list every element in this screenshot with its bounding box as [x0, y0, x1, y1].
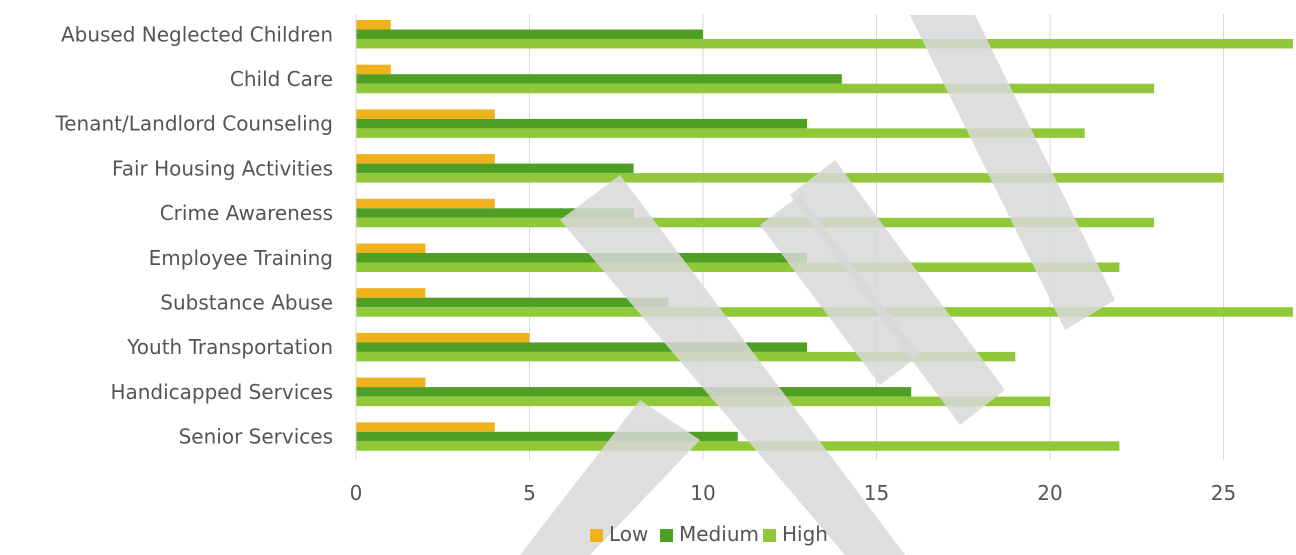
- bar-high-child-care: [356, 83, 1155, 94]
- legend-item-medium: Medium: [660, 522, 759, 546]
- bar-low-substance-abuse: [356, 288, 426, 298]
- category-label-youth-transportation: Youth Transportation: [126, 335, 333, 359]
- legend: Low Medium High: [590, 522, 828, 546]
- bar-medium-child-care: [356, 74, 842, 84]
- watermark-stroke: [560, 175, 905, 555]
- category-label-senior-services: Senior Services: [179, 425, 333, 449]
- watermark-stroke: [760, 195, 920, 385]
- bar-medium-substance-abuse: [356, 297, 669, 308]
- bar-medium-tenant-landlord-counseling: [356, 118, 808, 129]
- bar-medium-handicapped-services: [356, 387, 912, 397]
- bar-high-tenant-landlord-counseling: [356, 128, 1085, 138]
- bar-low-handicapped-services: [356, 377, 426, 388]
- bar-low-tenant-landlord-counseling: [356, 109, 495, 119]
- legend-item-high: High: [763, 522, 828, 546]
- bar-low-fair-housing-activities: [356, 154, 495, 164]
- bar-low-crime-awareness: [356, 198, 495, 209]
- watermark-stroke: [790, 160, 1005, 425]
- legend-swatch-low: [590, 529, 603, 542]
- bar-medium-senior-services: [356, 431, 738, 442]
- bar-medium-fair-housing-activities: [356, 163, 634, 174]
- bar-high-fair-housing-activities: [356, 173, 1224, 183]
- watermark-stroke: [520, 400, 700, 555]
- bar-low-abused-neglected-children: [356, 20, 391, 30]
- draft-watermark: [520, 15, 1115, 555]
- category-label-employee-training: Employee Training: [149, 246, 333, 270]
- category-label-abused-neglected-children: Abused Neglected Children: [61, 22, 333, 46]
- bar-medium-youth-transportation: [356, 342, 808, 352]
- category-labels: Abused Neglected Children Child Care Tenan…: [54, 22, 333, 448]
- bar-high-employee-training: [356, 262, 1120, 272]
- x-tick-label: 15: [864, 481, 889, 505]
- x-tick-label: 25: [1211, 481, 1236, 505]
- legend-label-medium: Medium: [679, 522, 759, 546]
- category-label-handicapped-services: Handicapped Services: [110, 380, 333, 404]
- x-tick-labels: 0 5 10 15 20 25: [350, 481, 1237, 505]
- x-tick-label: 10: [690, 481, 715, 505]
- watermark-stroke: [910, 15, 1115, 330]
- legend-swatch-medium: [660, 529, 673, 542]
- category-label-crime-awareness: Crime Awareness: [160, 201, 333, 225]
- legend-label-low: Low: [609, 522, 648, 546]
- category-label-tenant-landlord-counseling: Tenant/Landlord Counseling: [54, 112, 333, 136]
- bar-high-abused-neglected-children: [356, 39, 1293, 49]
- bar-low-senior-services: [356, 422, 495, 432]
- bars: [356, 20, 1293, 451]
- x-tick-label: 5: [523, 481, 536, 505]
- bar-medium-abused-neglected-children: [356, 29, 703, 39]
- legend-item-low: Low: [590, 522, 648, 546]
- category-label-fair-housing-activities: Fair Housing Activities: [112, 156, 333, 180]
- category-label-substance-abuse: Substance Abuse: [160, 290, 333, 314]
- bar-high-crime-awareness: [356, 217, 1155, 228]
- bar-medium-employee-training: [356, 253, 808, 263]
- bar-low-child-care: [356, 64, 391, 75]
- legend-label-high: High: [782, 522, 828, 546]
- category-label-child-care: Child Care: [230, 67, 333, 91]
- bar-high-handicapped-services: [356, 396, 1050, 407]
- bar-low-youth-transportation: [356, 332, 530, 343]
- bar-medium-crime-awareness: [356, 208, 634, 218]
- x-tick-label: 20: [1037, 481, 1062, 505]
- bar-low-employee-training: [356, 243, 426, 253]
- x-tick-label: 0: [350, 481, 363, 505]
- bar-high-senior-services: [356, 441, 1120, 451]
- bar-high-substance-abuse: [356, 307, 1293, 317]
- legend-swatch-high: [763, 529, 776, 542]
